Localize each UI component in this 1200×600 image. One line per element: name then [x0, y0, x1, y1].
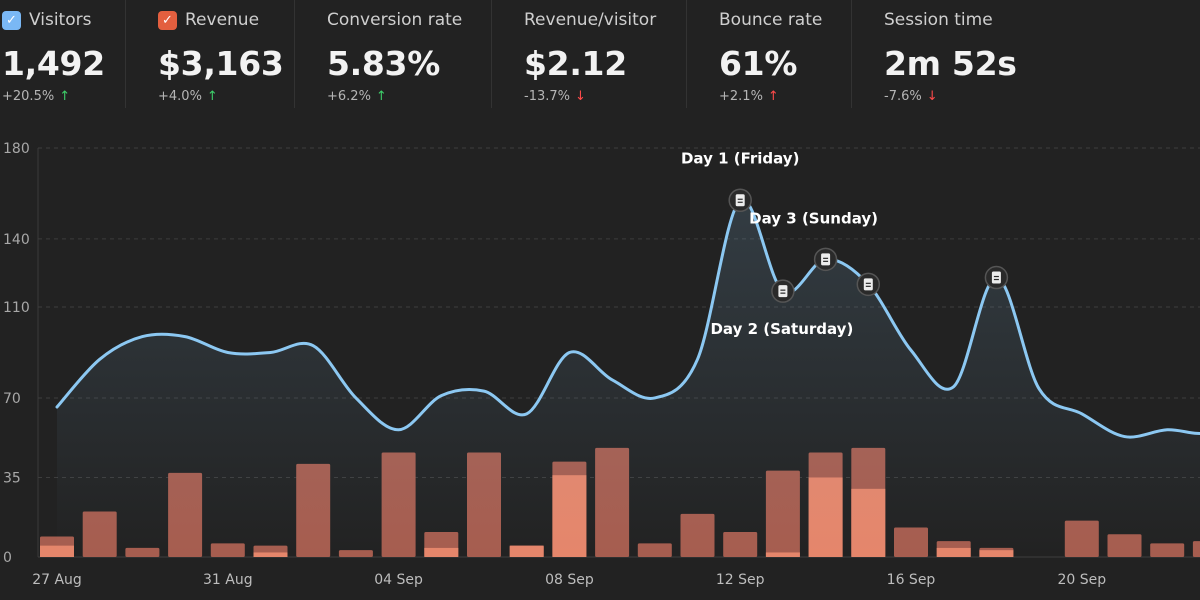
- metric-value: $3,163: [158, 44, 284, 83]
- delta-text: +2.1%: [719, 89, 763, 104]
- metric-delta: -13.7% ↓: [524, 89, 586, 104]
- note-marker-icon[interactable]: [856, 272, 881, 297]
- trend-arrow-icon: ↑: [767, 89, 779, 104]
- metric-divider: [851, 0, 852, 108]
- visitors-area: [57, 199, 1200, 557]
- x-tick-label: 08 Sep: [545, 572, 594, 588]
- annotation-label: Day 1 (Friday): [681, 149, 799, 167]
- x-tick-label: 04 Sep: [374, 572, 423, 588]
- metric-delta: +6.2% ↑: [327, 89, 387, 104]
- metric-value: 1,492: [2, 44, 105, 83]
- y-tick-label: 140: [3, 232, 30, 248]
- metric-label: Revenue: [185, 10, 260, 30]
- trend-arrow-icon: ↑: [59, 89, 71, 104]
- metric-value: 2m 52s: [884, 44, 1017, 83]
- document-icon: [778, 285, 788, 298]
- y-tick-label: 70: [3, 391, 21, 407]
- metric-label: Bounce rate: [719, 10, 823, 30]
- delta-text: -13.7%: [524, 89, 570, 104]
- note-marker-icon[interactable]: [813, 247, 838, 272]
- y-tick-label: 35: [3, 470, 21, 486]
- delta-text: +20.5%: [2, 89, 55, 104]
- delta-text: +6.2%: [327, 89, 371, 104]
- document-icon: [821, 253, 831, 266]
- annotation-label: Day 2 (Saturday): [710, 320, 853, 338]
- document-icon: [863, 278, 873, 291]
- metric-delta: +2.1% ↑: [719, 89, 779, 104]
- y-tick-label: 180: [3, 141, 30, 157]
- x-tick-label: 16 Sep: [887, 572, 936, 588]
- visitors-line: [55, 197, 1200, 439]
- trend-arrow-icon: ↓: [926, 89, 938, 104]
- metric-divider: [686, 0, 687, 108]
- annotation-labels: Day 1 (Friday) Day 2 (Saturday) Day 3 (Sun…: [681, 149, 878, 338]
- document-icon: [991, 271, 1001, 284]
- metric-delta: +20.5% ↑: [2, 89, 70, 104]
- annotation-label: Day 3 (Sunday): [749, 209, 878, 227]
- trend-arrow-icon: ↓: [575, 89, 586, 104]
- x-tick-label: 27 Aug: [32, 572, 82, 588]
- metric-label: Revenue/visitor: [524, 10, 657, 30]
- metric-divider: [491, 0, 492, 108]
- x-tick-label: 20 Sep: [1057, 572, 1106, 588]
- metric-value: 5.83%: [327, 44, 440, 83]
- trend-arrow-icon: ↑: [206, 89, 218, 104]
- metric-value: 61%: [719, 44, 798, 83]
- metric-delta: -7.6% ↓: [884, 89, 938, 104]
- y-tick-label: 110: [3, 300, 30, 316]
- visitors-checkbox-icon[interactable]: ✓: [2, 10, 21, 30]
- metric-value: $2.12: [524, 44, 627, 83]
- revenue-checkbox-icon[interactable]: ✓: [158, 10, 177, 30]
- metric-label: Conversion rate: [327, 10, 463, 30]
- metric-delta: +4.0% ↑: [158, 89, 218, 104]
- note-marker-icon[interactable]: [771, 279, 795, 303]
- note-marker-icon[interactable]: [728, 188, 752, 213]
- delta-text: +4.0%: [158, 89, 202, 104]
- visitors-area-fill: [57, 199, 1200, 557]
- x-tick-label: 12 Sep: [716, 572, 765, 588]
- metrics-bar: ✓ Visitors 1,492 +20.5% ↑ ✓ Revenue $3,16…: [0, 0, 1200, 110]
- visitors-series-line: [55, 197, 1200, 439]
- metric-divider: [294, 0, 295, 108]
- metric-divider: [125, 0, 126, 108]
- y-tick-label: 0: [3, 550, 12, 566]
- metric-label: Session time: [884, 10, 993, 30]
- delta-text: -7.6%: [884, 89, 922, 104]
- x-axis-ticks: 27 Aug 31 Aug 04 Sep 08 Sep 12 Sep 16 Sep 20 S…: [32, 572, 1106, 588]
- trend-arrow-icon: ↑: [375, 89, 387, 104]
- x-tick-label: 31 Aug: [203, 572, 253, 588]
- annotation-markers: [728, 188, 1009, 303]
- note-marker-icon[interactable]: [984, 265, 1009, 290]
- document-icon: [735, 194, 745, 207]
- y-axis-ticks: 0 35 70 110 140 180: [3, 141, 30, 566]
- metric-label: Visitors: [29, 10, 92, 30]
